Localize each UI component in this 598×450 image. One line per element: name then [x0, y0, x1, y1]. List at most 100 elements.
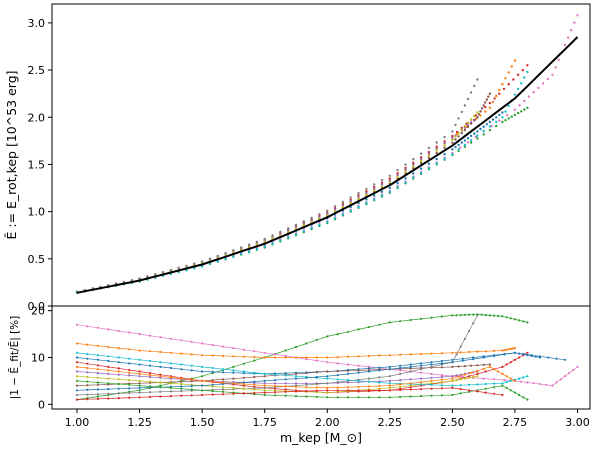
bottom-point — [107, 372, 110, 375]
top-point — [451, 136, 454, 140]
top-point — [516, 111, 520, 115]
bottom-point — [461, 359, 464, 362]
top-point — [521, 68, 524, 72]
bottom-point — [501, 384, 504, 387]
bottom-point — [284, 388, 287, 391]
bottom-point — [326, 391, 329, 394]
bottom-point — [526, 351, 529, 354]
top-point — [287, 236, 290, 239]
bottom-point — [107, 377, 110, 380]
bottom-point — [513, 391, 517, 394]
bottom-point — [326, 389, 329, 392]
bottom-point — [409, 388, 412, 391]
bottom-point — [440, 366, 443, 369]
top-series-7 — [75, 14, 579, 294]
bottom-point — [409, 363, 412, 366]
top-series-2 — [75, 59, 517, 294]
bottom-point — [148, 334, 152, 337]
top-point — [463, 104, 467, 107]
bottom-point — [326, 382, 329, 385]
bottom-point — [468, 389, 471, 392]
bottom-point — [86, 384, 89, 387]
bottom-point — [138, 333, 141, 336]
bottom-point — [420, 317, 423, 320]
bottom-point — [388, 396, 391, 399]
bottom-point — [420, 381, 423, 384]
top-point — [466, 123, 470, 127]
bottom-series-12 — [75, 379, 529, 401]
bottom-point — [399, 353, 402, 356]
bottom-point — [513, 347, 517, 350]
bottom-point — [232, 371, 235, 374]
top-point — [513, 93, 517, 96]
bottom-point — [148, 364, 152, 367]
bottom-point — [253, 371, 256, 374]
top-point — [373, 187, 376, 190]
x-tick-label: 3.00 — [565, 416, 590, 429]
bottom-point — [430, 376, 433, 379]
bottom-point — [505, 363, 508, 366]
bottom-point — [451, 375, 454, 378]
bottom-point — [180, 352, 183, 355]
bottom-point — [347, 389, 350, 392]
top-point — [263, 237, 266, 241]
bottom-point — [242, 392, 245, 395]
top-point — [443, 135, 446, 139]
top-point — [466, 97, 470, 101]
bottom-point — [501, 365, 504, 368]
top-point — [501, 120, 504, 124]
bottom-point — [484, 350, 487, 353]
top-point — [161, 271, 165, 274]
bottom-point — [472, 375, 475, 379]
top-point — [341, 200, 345, 204]
top-point — [427, 152, 431, 156]
top-point — [451, 152, 454, 156]
bottom-point — [388, 354, 391, 357]
bottom-point — [232, 369, 235, 372]
bottom-point — [440, 387, 443, 390]
top-point — [463, 145, 467, 148]
bottom-point — [201, 375, 204, 378]
top-point — [310, 216, 313, 219]
bottom-point — [221, 390, 225, 393]
top-point — [357, 195, 360, 199]
top-point — [507, 104, 510, 108]
bottom-point — [148, 375, 152, 379]
top-point — [476, 78, 479, 81]
bottom-point — [315, 389, 318, 392]
bottom-point — [284, 378, 287, 381]
bottom-point — [451, 361, 454, 364]
bottom-point — [476, 369, 479, 372]
top-point — [247, 243, 251, 246]
top-y-tick-label: 0.5 — [28, 253, 46, 266]
top-point — [255, 247, 259, 251]
top-point — [380, 183, 384, 186]
bottom-point — [86, 366, 89, 370]
bottom-point — [169, 366, 172, 370]
bottom-point — [493, 354, 496, 357]
bottom-point — [190, 378, 193, 381]
bottom-point — [563, 358, 567, 361]
top-point — [516, 87, 520, 91]
bottom-point — [128, 396, 131, 399]
bottom-point — [420, 371, 423, 374]
bottom-point — [86, 352, 89, 356]
bottom-point — [409, 365, 412, 368]
bottom-point — [96, 344, 99, 347]
bottom-point — [190, 340, 193, 343]
top-point — [484, 110, 487, 113]
bottom-point — [357, 364, 360, 367]
top-point — [523, 108, 526, 111]
bottom-series-group — [75, 313, 579, 401]
bottom-point — [221, 388, 225, 391]
bottom-point — [211, 385, 214, 388]
bottom-x-ticks: 1.00 1.25 1.50 1.75 2.00 2.25 2.50 2.75 3.00 — [65, 409, 590, 429]
bottom-point — [274, 394, 277, 397]
bottom-point — [96, 326, 99, 329]
top-point — [404, 168, 407, 172]
bottom-point — [159, 384, 162, 387]
bottom-point — [159, 336, 162, 339]
bottom-point — [455, 353, 458, 356]
bottom-point — [96, 397, 99, 400]
